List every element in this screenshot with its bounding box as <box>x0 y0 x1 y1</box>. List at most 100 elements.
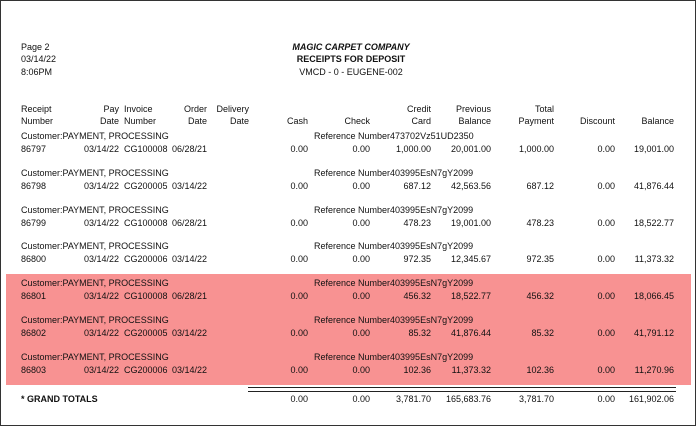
customer-line: Customer:PAYMENT, PROCESSING <box>21 315 169 325</box>
cell: 0.00 <box>290 217 308 228</box>
cell: 0.00 <box>290 291 308 302</box>
cell: 687.12 <box>403 180 431 191</box>
column-header: Balance <box>458 116 491 126</box>
cell: 0.00 <box>290 144 308 154</box>
cell: 0.00 <box>597 364 615 375</box>
column-header: Total <box>534 104 554 114</box>
column-header: Date <box>187 116 207 126</box>
customer-line: Customer:PAYMENT, PROCESSING <box>21 131 169 141</box>
cell: 86798 <box>21 180 47 191</box>
cell: 03/14/22 <box>83 144 119 154</box>
total-cell: 0.00 <box>597 394 615 404</box>
column-header: Check <box>344 116 370 126</box>
customer-line: Customer:PAYMENT, PROCESSING <box>21 351 169 362</box>
cell: 0.00 <box>597 291 615 302</box>
total-cell: 161,902.06 <box>628 394 674 404</box>
column-header: Balance <box>641 116 674 126</box>
cell: 0.00 <box>597 217 615 228</box>
row-highlight <box>6 311 691 348</box>
cell: 478.23 <box>403 217 431 228</box>
cell: 0.00 <box>352 144 370 154</box>
cell: 85.32 <box>531 328 554 338</box>
column-header: Cash <box>286 116 308 126</box>
cell: 86803 <box>21 364 47 375</box>
cell: 86799 <box>21 217 47 228</box>
report-date: 03/14/22 <box>21 54 57 64</box>
cell: 0.00 <box>352 364 370 375</box>
reference-line: Reference Number473702Vz51UD2350 <box>314 131 474 141</box>
customer-line: Customer:PAYMENT, PROCESSING <box>21 167 169 178</box>
total-cell: 3,781.70 <box>395 394 431 404</box>
column-header: Date <box>99 116 119 126</box>
column-header: Number <box>124 116 157 126</box>
customer-line: Customer:PAYMENT, PROCESSING <box>21 204 169 215</box>
page-number: Page 2 <box>21 42 50 52</box>
cell: 42,563.56 <box>450 180 491 191</box>
cell: 102.36 <box>526 364 554 375</box>
cell: CG200006 <box>124 364 168 375</box>
cell: CG200005 <box>124 180 168 191</box>
cell: 03/14/22 <box>83 180 119 191</box>
column-header: Card <box>411 116 431 126</box>
cell: 86797 <box>21 144 47 154</box>
column-header: Date <box>229 116 249 126</box>
cell: 03/14/22 <box>83 254 119 265</box>
company-name: MAGIC CARPET COMPANY <box>292 42 410 52</box>
column-header: Invoice <box>124 104 153 114</box>
cell: 41,791.12 <box>633 328 674 338</box>
cell: 03/14/22 <box>83 328 119 338</box>
reference-line: Reference Number403995EsN7gY2099 <box>314 204 474 215</box>
cell: 0.00 <box>352 328 370 338</box>
reference-line: Reference Number403995EsN7gY2099 <box>314 278 474 289</box>
cell: 0.00 <box>352 291 370 302</box>
cell: 11,270.96 <box>634 364 674 375</box>
cell: 03/14/22 <box>171 328 207 338</box>
column-header: Receipt <box>21 104 52 114</box>
customer-line: Customer:PAYMENT, PROCESSING <box>21 241 169 252</box>
cell: 456.32 <box>403 291 431 302</box>
reference-line: Reference Number403995EsN7gY2099 <box>314 351 474 362</box>
total-cell: 0.00 <box>290 394 308 404</box>
cell: CG100008 <box>124 144 168 154</box>
cell: 0.00 <box>597 180 615 191</box>
cell: 19,001.00 <box>633 144 674 154</box>
cell: 1,000.00 <box>518 144 554 154</box>
cell: 0.00 <box>290 364 308 375</box>
cell: 102.36 <box>403 364 431 375</box>
cell: 12,345.67 <box>450 254 491 265</box>
cell: 478.23 <box>526 217 554 228</box>
cell: 0.00 <box>597 254 615 265</box>
column-header: Discount <box>579 116 615 126</box>
report-time: 8:06PM <box>21 67 53 77</box>
cell: 0.00 <box>597 144 615 154</box>
cell: CG200006 <box>124 254 168 265</box>
cell: 1,000.00 <box>395 144 431 154</box>
cell: 972.35 <box>526 254 554 265</box>
reference-line: Reference Number403995EsN7gY2099 <box>314 241 474 252</box>
cell: 11,373.32 <box>634 254 674 265</box>
cell: 18,066.45 <box>633 291 674 302</box>
reference-line: Reference Number403995EsN7gY2099 <box>314 167 474 178</box>
cell: 06/28/21 <box>171 144 207 154</box>
cell: 20,001.00 <box>450 144 491 154</box>
cell: 86800 <box>21 254 47 265</box>
column-header: Delivery <box>216 104 249 114</box>
column-header: Payment <box>518 116 554 126</box>
report-title: RECEIPTS FOR DEPOSIT <box>296 54 406 64</box>
column-header: Credit <box>406 104 431 114</box>
cell: 06/28/21 <box>171 291 207 302</box>
cell: 19,001.00 <box>450 217 491 228</box>
cell: 03/14/22 <box>83 217 119 228</box>
cell: 456.32 <box>526 291 554 302</box>
total-cell: 3,781.70 <box>518 394 554 404</box>
total-rule <box>248 387 676 388</box>
cell: 03/14/22 <box>171 254 207 265</box>
total-cell: 0.00 <box>352 394 370 404</box>
cell: 03/14/22 <box>171 364 207 375</box>
cell: 41,876.44 <box>633 180 674 191</box>
cell: 0.00 <box>597 328 615 338</box>
row-highlight <box>6 347 691 385</box>
cell: 0.00 <box>290 180 308 191</box>
cell: 86802 <box>21 328 47 338</box>
